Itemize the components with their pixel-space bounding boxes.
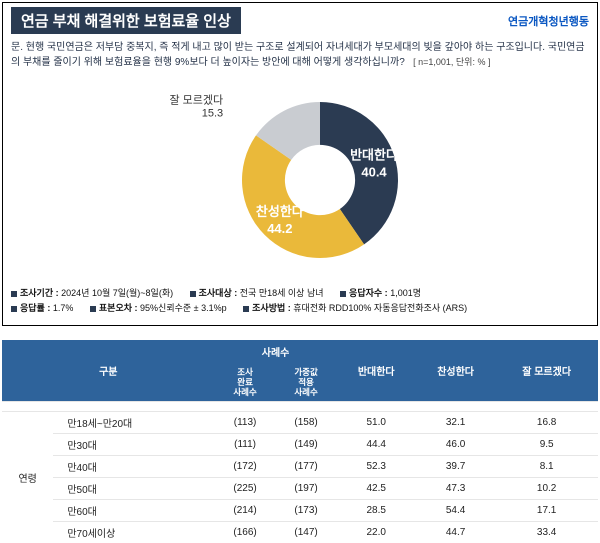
svg-text:찬성한다: 찬성한다: [256, 204, 304, 219]
table-row: 만60대(214)(173)28.554.417.1: [2, 500, 598, 522]
th-cases: 사례수: [215, 340, 337, 363]
cell: (177): [276, 456, 337, 478]
table-row: 만70세이상(166)(147)22.044.733.4: [2, 522, 598, 543]
svg-text:잘 모르겠다: 잘 모르겠다: [169, 94, 223, 107]
cell: 만60대: [53, 500, 214, 522]
cell: 33.4: [495, 522, 598, 543]
table-row: 연령만18세~만20대(113)(158)51.032.116.8: [2, 412, 598, 434]
meta-target-label: 조사대상 :: [199, 288, 238, 298]
cell: 9.5: [495, 434, 598, 456]
cell: (225): [215, 478, 276, 500]
meta-count-label: 응답자수 :: [349, 288, 388, 298]
cell: (197): [276, 478, 337, 500]
panel-title: 연금 부채 해결위한 보험료율 인상: [11, 7, 241, 34]
cell: 만50대: [53, 478, 214, 500]
cell: 만30대: [53, 434, 214, 456]
meta-period-label: 조사기간 :: [20, 288, 59, 298]
meta-count: 1,001명: [390, 288, 421, 298]
cell: 39.7: [416, 456, 495, 478]
table-row: 만50대(225)(197)42.547.310.2: [2, 478, 598, 500]
survey-panel: 연금 부채 해결위한 보험료율 인상 연금개혁청년행동 문. 현행 국민연금은 …: [2, 2, 598, 326]
donut-chart: 반대한다 40.4 찬성한다 44.2 잘 모르겠다15.3: [11, 80, 589, 280]
cell: 47.3: [416, 478, 495, 500]
table-body: 연령만18세~만20대(113)(158)51.032.116.8만30대(11…: [2, 402, 598, 543]
question-text: 문. 현행 국민연금은 저부담 중복지, 즉 적게 내고 많이 받는 구조로 설…: [11, 40, 589, 70]
meta-rr-label: 응답률 :: [20, 303, 50, 313]
title-row: 연금 부채 해결위한 보험료율 인상 연금개혁청년행동: [11, 7, 589, 34]
cell: 51.0: [337, 412, 416, 434]
cell: (158): [276, 412, 337, 434]
cell: 8.1: [495, 456, 598, 478]
cell: 16.8: [495, 412, 598, 434]
cell: (111): [215, 434, 276, 456]
cell: 42.5: [337, 478, 416, 500]
breakdown-table: 구분 사례수 반대한다 찬성한다 잘 모르겠다 조사 완료 사례수 가중값 적용…: [2, 340, 598, 543]
meta-target: 전국 만18세 이상 남녀: [240, 288, 324, 298]
th-dk: 잘 모르겠다: [495, 340, 598, 402]
meta-method-label: 조사방법 :: [252, 303, 291, 313]
question-body: 문. 현행 국민연금은 저부담 중복지, 즉 적게 내고 많이 받는 구조로 설…: [11, 42, 585, 68]
org-name: 연금개혁청년행동: [508, 13, 589, 29]
cell: 54.4: [416, 500, 495, 522]
cell: 17.1: [495, 500, 598, 522]
cell: 10.2: [495, 478, 598, 500]
meta-method: 휴대전화 RDD100% 자동응답전화조사 (ARS): [293, 303, 467, 313]
th-cases-raw: 조사 완료 사례수: [215, 363, 276, 402]
cell: 46.0: [416, 434, 495, 456]
cell: (214): [215, 500, 276, 522]
meta-rr: 1.7%: [53, 303, 74, 313]
cell: (113): [215, 412, 276, 434]
cell: (172): [215, 456, 276, 478]
th-oppose: 반대한다: [337, 340, 416, 402]
table-row: 만40대(172)(177)52.339.78.1: [2, 456, 598, 478]
survey-meta: 조사기간 : 2024년 10월 7일(월)~8일(화) 조사대상 : 전국 만…: [11, 286, 589, 317]
category-cell: 연령: [2, 412, 53, 543]
th-cases-weighted: 가중값 적용 사례수: [276, 363, 337, 402]
cell: (147): [276, 522, 337, 543]
cell: (149): [276, 434, 337, 456]
th-support: 찬성한다: [416, 340, 495, 402]
donut-svg: 반대한다 40.4 찬성한다 44.2 잘 모르겠다15.3: [130, 80, 470, 280]
svg-text:15.3: 15.3: [202, 108, 223, 120]
cell: 28.5: [337, 500, 416, 522]
cell: 32.1: [416, 412, 495, 434]
cell: 만40대: [53, 456, 214, 478]
cell: (166): [215, 522, 276, 543]
meta-err-label: 표본오차 :: [99, 303, 138, 313]
cell: 44.4: [337, 434, 416, 456]
sample-note: [ n=1,001, 단위: % ]: [413, 57, 490, 67]
cell: 52.3: [337, 456, 416, 478]
svg-text:반대한다: 반대한다: [350, 147, 398, 162]
th-group: 구분: [2, 340, 215, 402]
cell: (173): [276, 500, 337, 522]
table-row: 만30대(111)(149)44.446.09.5: [2, 434, 598, 456]
cell: 22.0: [337, 522, 416, 543]
svg-text:40.4: 40.4: [361, 164, 387, 179]
cell: 만18세~만20대: [53, 412, 214, 434]
svg-text:44.2: 44.2: [267, 221, 292, 236]
cell: 44.7: [416, 522, 495, 543]
meta-period: 2024년 10월 7일(월)~8일(화): [61, 288, 173, 298]
cell: 만70세이상: [53, 522, 214, 543]
meta-err: 95%신뢰수준 ± 3.1%p: [140, 303, 227, 313]
